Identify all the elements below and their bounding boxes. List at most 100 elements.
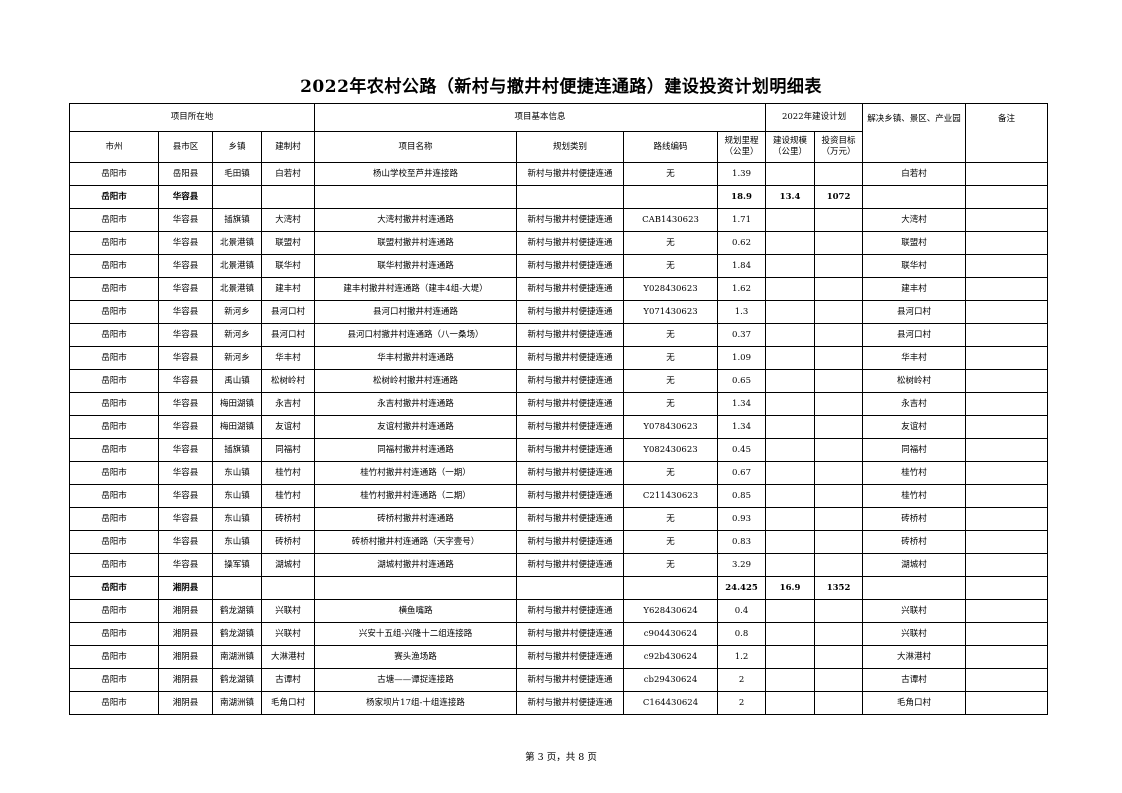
cell-plan-category: 新村与撤井村便捷连通 xyxy=(516,507,625,531)
cell-project-name: 兴安十五组-兴隆十二组连接路 xyxy=(314,622,518,646)
cell-town: 南湖洲镇 xyxy=(212,645,262,669)
cell-planned-mileage: 0.45 xyxy=(717,438,767,462)
cell-county: 华容县 xyxy=(158,553,213,577)
cell-county: 湘阴县 xyxy=(158,576,213,600)
cell-remark xyxy=(965,415,1049,439)
cell-planned-mileage: 1.62 xyxy=(717,277,767,301)
cell-investment-target xyxy=(814,438,864,462)
cell-town xyxy=(212,185,262,209)
cell-resolve: 兴联村 xyxy=(862,599,967,623)
cell-town: 鹤龙湖镇 xyxy=(212,622,262,646)
table-row: 岳阳市 湘阴县 南湖洲镇 大淋港村 赛头渔场路 新村与撤井村便捷连通 c92b430624 1… xyxy=(69,645,1049,669)
header-planned-mileage: 规划里程（公里） xyxy=(717,131,767,163)
cell-project-name: 桂竹村撤井村连通路（一期） xyxy=(314,461,518,485)
header-route-code: 路线编码 xyxy=(623,131,719,163)
cell-construction-scale: 13.4 xyxy=(765,185,816,209)
cell-resolve: 桂竹村 xyxy=(862,484,967,508)
cell-construction-scale xyxy=(765,530,816,554)
cell-village: 永吉村 xyxy=(260,392,316,416)
cell-remark xyxy=(965,622,1049,646)
cell-investment-target xyxy=(814,277,864,301)
cell-city: 岳阳市 xyxy=(69,576,159,600)
cell-route-code: Y078430623 xyxy=(623,415,719,439)
cell-planned-mileage: 2 xyxy=(717,691,767,715)
cell-county: 岳阳县 xyxy=(158,162,213,186)
cell-project-name: 县河口村撤井村连通路 xyxy=(314,300,518,324)
cell-remark xyxy=(965,162,1049,186)
table-row: 岳阳市 华容县 北景港镇 联华村 联华村撤井村连通路 新村与撤井村便捷连通无 1.84 联华村 xyxy=(69,254,1049,278)
cell-city: 岳阳市 xyxy=(69,346,159,370)
cell-village: 毛角口村 xyxy=(260,691,316,715)
cell-remark xyxy=(965,553,1049,577)
cell-county: 华容县 xyxy=(158,484,213,508)
cell-plan-category: 新村与撤井村便捷连通 xyxy=(516,438,625,462)
cell-village xyxy=(260,185,316,209)
cell-route-code: 无 xyxy=(623,553,719,577)
cell-plan-category: 新村与撤井村便捷连通 xyxy=(516,622,625,646)
cell-route-code: 无 xyxy=(623,461,719,485)
cell-village: 联华村 xyxy=(260,254,316,278)
table-row: 岳阳市 湘阴县 鹤龙湖镇 古谭村 古塘——谭捉连接路 新村与撤井村便捷连通 cb294306… xyxy=(69,668,1049,692)
cell-city: 岳阳市 xyxy=(69,507,159,531)
cell-construction-scale xyxy=(765,162,816,186)
cell-town: 操军镇 xyxy=(212,553,262,577)
cell-village: 古谭村 xyxy=(260,668,316,692)
cell-town: 北景港镇 xyxy=(212,277,262,301)
cell-planned-mileage: 24.425 xyxy=(717,576,767,600)
table-row: 岳阳市 华容县 梅田湖镇 友谊村 友谊村撤井村连通路 新村与撤井村便捷连通 Y0784306… xyxy=(69,415,1049,439)
cell-project-name: 桂竹村撤井村连通路（二期） xyxy=(314,484,518,508)
cell-remark xyxy=(965,346,1049,370)
cell-town: 东山镇 xyxy=(212,461,262,485)
cell-remark xyxy=(965,461,1049,485)
cell-planned-mileage: 1.34 xyxy=(717,392,767,416)
cell-planned-mileage: 0.37 xyxy=(717,323,767,347)
investment-plan-table: 项目所在地 项目基本信息 2022年建设计划 解决乡镇、景区、产业园 备注 市州… xyxy=(68,103,1049,715)
cell-city: 岳阳市 xyxy=(69,392,159,416)
cell-planned-mileage: 18.9 xyxy=(717,185,767,209)
cell-village: 桂竹村 xyxy=(260,461,316,485)
cell-project-name: 杨家坝片17组-十组连接路 xyxy=(314,691,518,715)
cell-plan-category: 新村与撤井村便捷连通 xyxy=(516,208,625,232)
cell-town: 东山镇 xyxy=(212,530,262,554)
cell-construction-scale xyxy=(765,691,816,715)
cell-route-code: Y028430623 xyxy=(623,277,719,301)
cell-investment-target xyxy=(814,415,864,439)
cell-village: 砖桥村 xyxy=(260,530,316,554)
cell-resolve: 桂竹村 xyxy=(862,461,967,485)
header-construction-scale: 建设规模（公里） xyxy=(765,131,816,163)
cell-investment-target xyxy=(814,645,864,669)
cell-investment-target xyxy=(814,392,864,416)
cell-city: 岳阳市 xyxy=(69,438,159,462)
cell-remark xyxy=(965,507,1049,531)
cell-resolve: 县河口村 xyxy=(862,323,967,347)
header-plan-category: 规划类别 xyxy=(516,131,625,163)
cell-investment-target xyxy=(814,668,864,692)
cell-construction-scale xyxy=(765,461,816,485)
table-row: 岳阳市 华容县 东山镇 砖桥村 砖桥村撤井村连通路（天字壹号） 新村与撤井村便捷连通无 0.… xyxy=(69,530,1049,554)
cell-project-name: 友谊村撤井村连通路 xyxy=(314,415,518,439)
cell-construction-scale xyxy=(765,300,816,324)
cell-city: 岳阳市 xyxy=(69,645,159,669)
cell-county: 华容县 xyxy=(158,461,213,485)
cell-project-name: 联盟村撤井村连通路 xyxy=(314,231,518,255)
cell-resolve: 砖桥村 xyxy=(862,507,967,531)
cell-village: 湖城村 xyxy=(260,553,316,577)
header-basic-info-group: 项目基本信息 xyxy=(314,103,767,132)
cell-planned-mileage: 1.3 xyxy=(717,300,767,324)
cell-planned-mileage: 0.62 xyxy=(717,231,767,255)
cell-investment-target: 1352 xyxy=(814,576,864,600)
cell-project-name: 杨山学校至芦井连接路 xyxy=(314,162,518,186)
cell-project-name: 县河口村撤井村连通路（八一桑场） xyxy=(314,323,518,347)
cell-remark xyxy=(965,484,1049,508)
cell-city: 岳阳市 xyxy=(69,162,159,186)
header-plan-group: 2022年建设计划 xyxy=(765,103,864,132)
cell-planned-mileage: 1.71 xyxy=(717,208,767,232)
cell-investment-target xyxy=(814,231,864,255)
cell-plan-category: 新村与撤井村便捷连通 xyxy=(516,645,625,669)
cell-town: 插旗镇 xyxy=(212,438,262,462)
cell-investment-target xyxy=(814,254,864,278)
cell-construction-scale xyxy=(765,346,816,370)
table-row: 岳阳市 岳阳县 毛田镇 白若村 杨山学校至芦井连接路 新村与撤井村便捷连通无 1.39 白若村 xyxy=(69,162,1049,186)
cell-planned-mileage: 0.8 xyxy=(717,622,767,646)
cell-project-name: 湖城村撤井村连通路 xyxy=(314,553,518,577)
